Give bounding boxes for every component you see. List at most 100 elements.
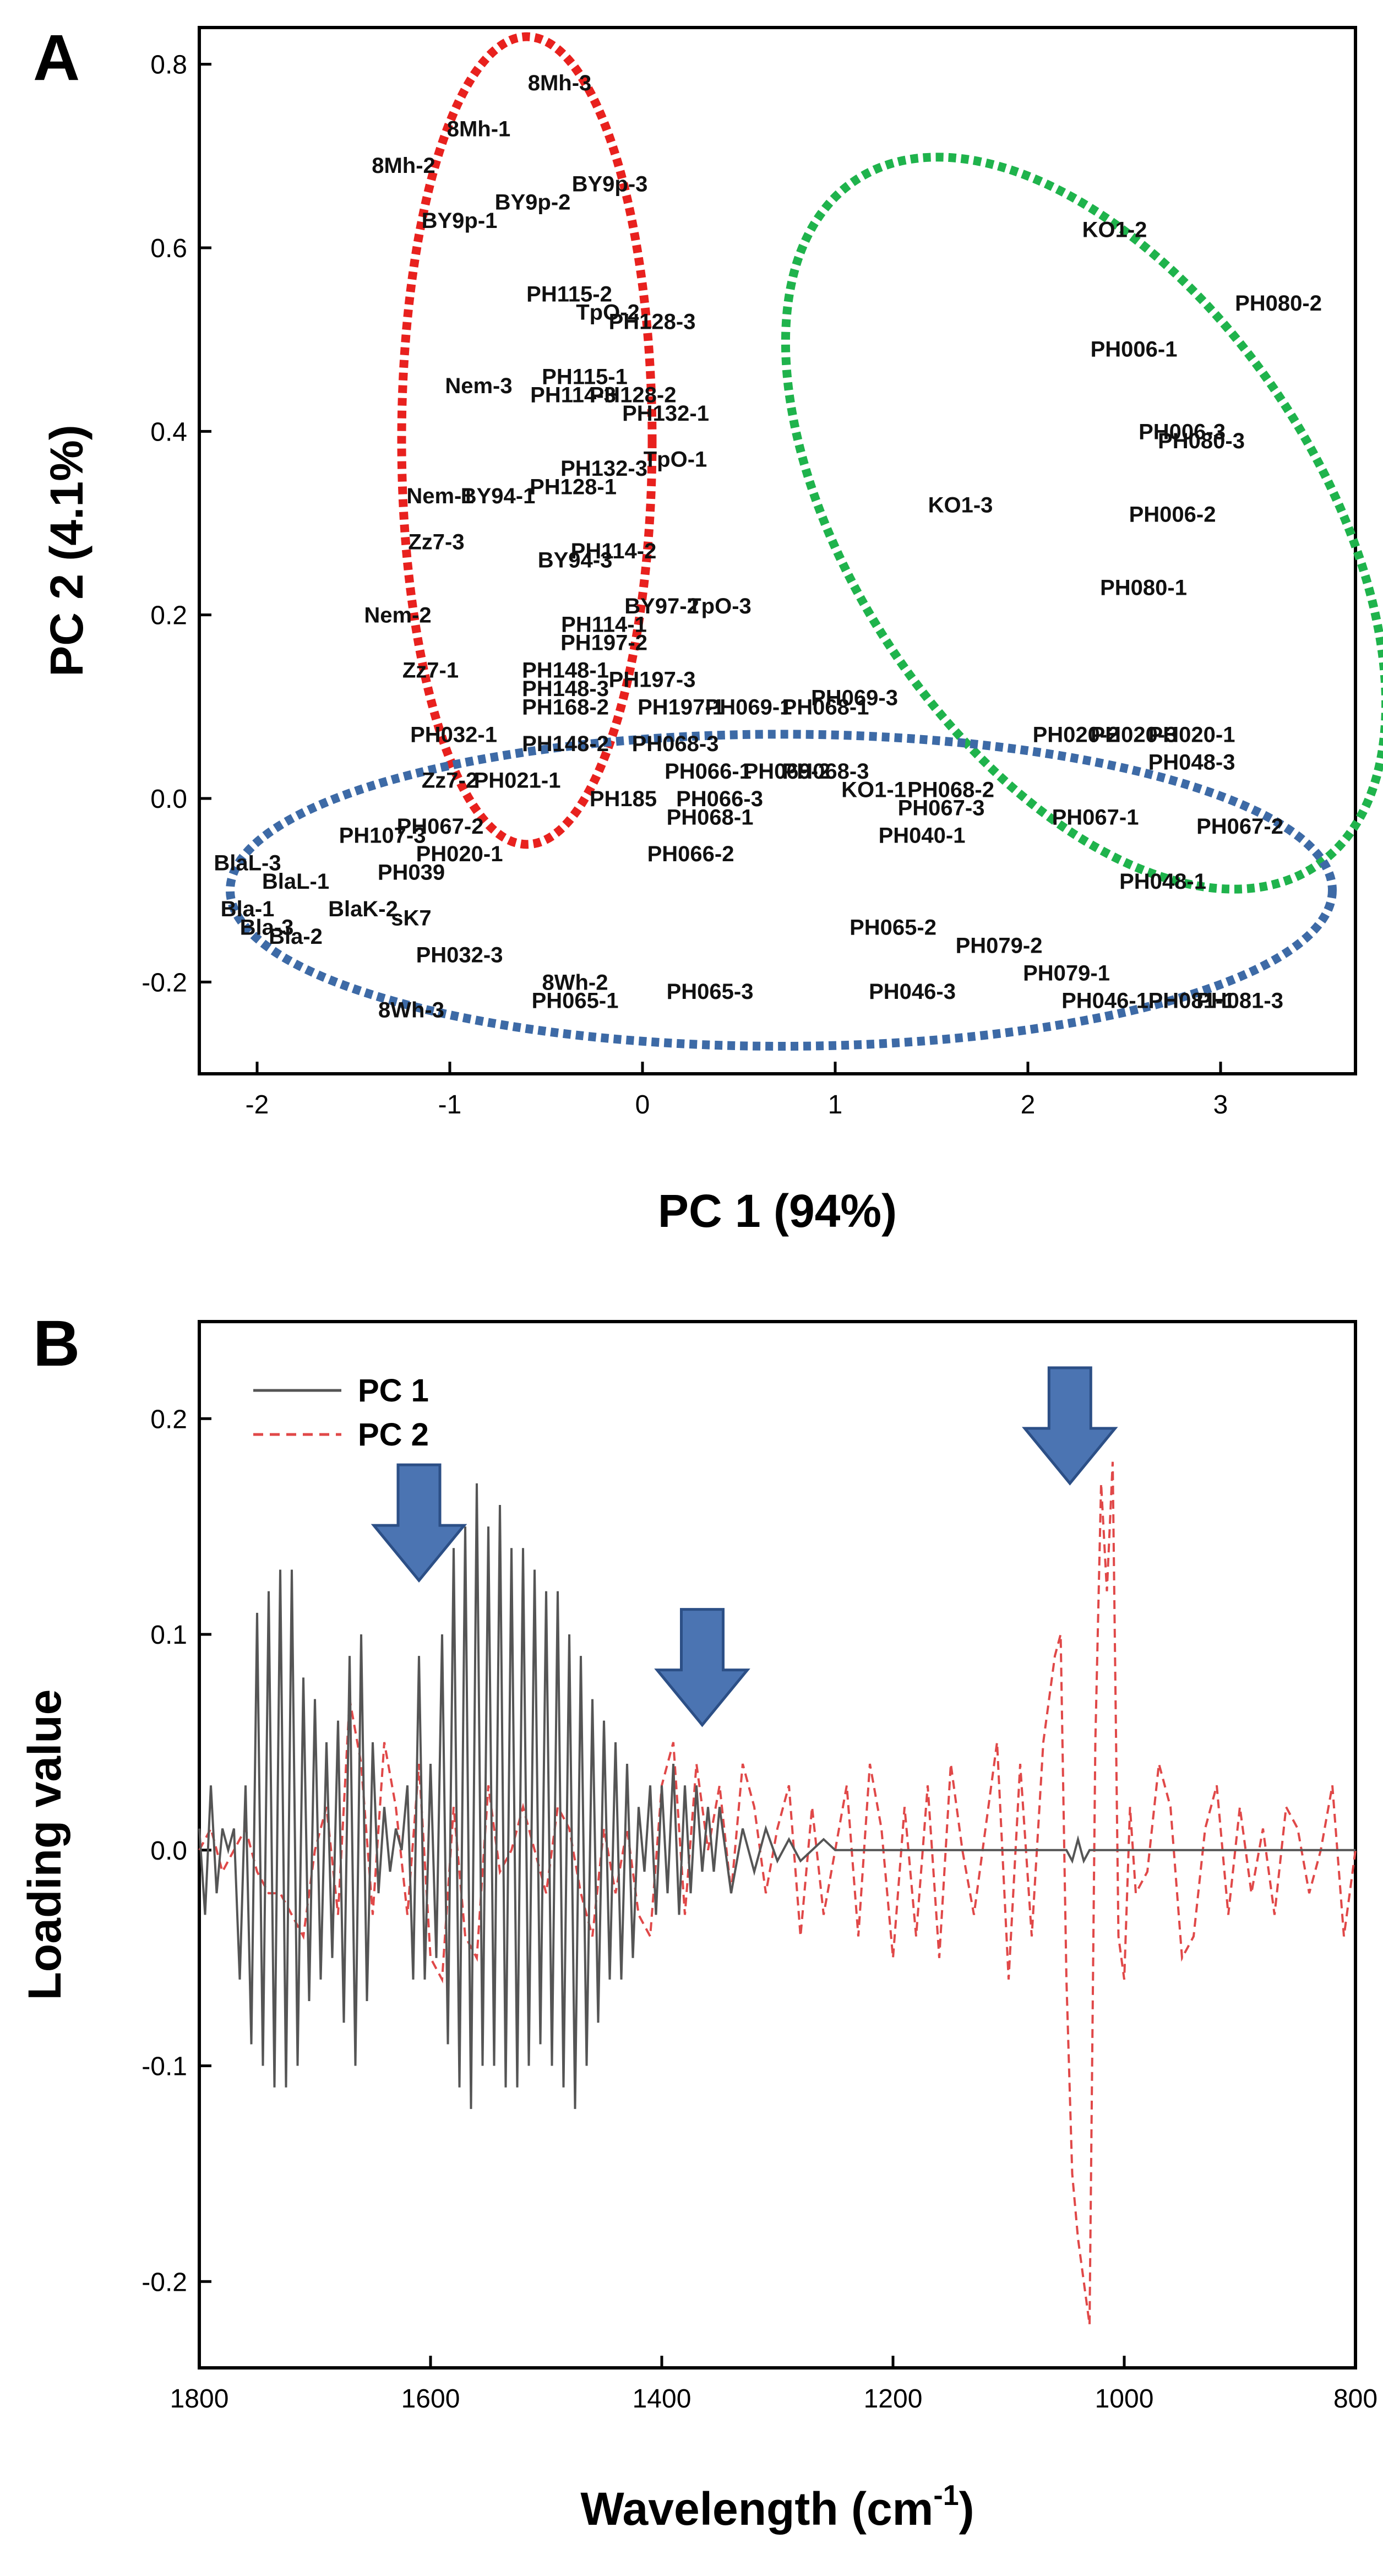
y-tick-label: 0.1: [150, 1621, 187, 1650]
sample-point-label: PH067-2: [1196, 814, 1283, 839]
cluster-ellipse-red: [397, 32, 657, 849]
plot-b-y-axis-title: Loading value: [19, 1689, 70, 2001]
plot-a-ticks: -2 -1 0 1 2 3 -0.2 0.0 0.2 0.4 0.6 0.8: [141, 51, 1228, 1119]
sample-point-label: BY9p-2: [495, 191, 571, 215]
sample-point-label: 8Wh-3: [378, 998, 444, 1022]
plot-b-arrows: [371, 1366, 1118, 1727]
sample-point-label: TpO-1: [644, 447, 707, 471]
sample-point-label: PH197-3: [609, 667, 696, 692]
sample-point-label: TpO-2: [576, 301, 640, 325]
cluster-ellipse-blue: [226, 730, 1337, 1051]
sample-point-label: sK7: [391, 906, 431, 931]
sample-point-label: PH114-2: [571, 539, 657, 563]
sample-point-label: Zz7-2: [422, 769, 478, 793]
sample-point-label: PH079-2: [956, 934, 1043, 958]
plot-b-ticks: 1800 1600 1400 1200 1000 800 -0.2 -0.1 0.0 0.1 0.2: [141, 1405, 1377, 2414]
x-tick-label: 1000: [1095, 2384, 1154, 2414]
sample-point-label: PH080-3: [1158, 429, 1245, 453]
sample-point-label: BlaK-2: [328, 897, 398, 921]
panel-a-letter: A: [33, 21, 80, 94]
sample-point-label: PH197-1: [638, 695, 725, 719]
x-tick-label: 1800: [170, 2384, 229, 2414]
sample-point-label: BY9p-1: [422, 209, 498, 233]
x-tick-label: 800: [1333, 2384, 1377, 2414]
sample-point-label: Nem-3: [445, 374, 512, 398]
x-tick-label: -2: [246, 1090, 269, 1119]
sample-point-label: PH069-2: [744, 759, 831, 784]
sample-point-label: PH066-1: [665, 759, 752, 784]
y-tick-label: -0.2: [141, 968, 187, 997]
x-tick-label: 1600: [401, 2384, 460, 2414]
sample-point-label: PH068-1: [667, 805, 754, 829]
sample-point-label: PH032-3: [416, 943, 503, 967]
down-arrow-icon: [1022, 1366, 1118, 1486]
sample-point-label: Zz7-1: [402, 659, 459, 683]
sample-point-label: PH197-2: [560, 631, 647, 655]
sample-point-label: PH066-3: [676, 787, 763, 811]
sample-point-label: 8Mh-3: [528, 71, 592, 95]
sample-point-label: PH115-2: [526, 282, 612, 306]
sample-point-label: PH067-3: [898, 796, 985, 820]
sample-point-label: BlaL-1: [262, 869, 329, 894]
sample-point-label: PH079-1: [1023, 961, 1110, 986]
plot-b-series: [198, 1461, 1357, 2325]
sample-point-label: PH006-3: [1139, 420, 1226, 444]
loading-plot: 1800 1600 1400 1200 1000 800 -0.2 -0.1 0.0 0.1 0.2…: [19, 1320, 1377, 2535]
sample-point-label: 8Mh-1: [447, 117, 511, 141]
panel-b-letter: B: [33, 1307, 80, 1380]
sample-point-label: 8Wh-2: [542, 970, 608, 994]
sample-point-label: PH032-1: [410, 722, 497, 747]
x-tick-label: 0: [635, 1090, 650, 1119]
y-tick-label: 0.6: [150, 234, 187, 263]
cluster-ellipse-green: [781, 153, 1383, 894]
sample-point-label: PH020-1: [1148, 722, 1235, 747]
plot-a-y-axis-title: PC 2 (4.1%): [41, 425, 92, 677]
sample-point-label: PH068-1: [782, 695, 869, 719]
sample-point-label: PH040-1: [879, 824, 966, 848]
sample-point-label: PH107-3: [339, 824, 426, 848]
sample-point-label: PH068-2: [907, 778, 994, 802]
legend-pc2-label: PC 2: [358, 1417, 429, 1453]
legend: PC 1 PC 2: [253, 1373, 429, 1453]
sample-point-label: Bla-1: [221, 897, 275, 921]
legend-pc1-label: PC 1: [358, 1373, 429, 1409]
sample-point-label: PH132-3: [560, 456, 647, 481]
plot-b-frame: [198, 1320, 1357, 2370]
plot-a-x-axis-title: PC 1 (94%): [658, 1185, 897, 1237]
sample-point-label: PH067-2: [397, 814, 484, 839]
sample-point-label: PH065-1: [532, 989, 619, 1013]
sample-point-label: PH068-3: [782, 759, 869, 784]
sample-point-label: Bla-3: [240, 915, 294, 939]
sample-point-label: PH080-1: [1100, 576, 1187, 600]
sample-point-label: PH065-2: [850, 915, 936, 939]
x-tick-label: -1: [438, 1090, 462, 1119]
sample-point-label: PH039: [378, 860, 445, 884]
sample-point-label: PH080-2: [1235, 291, 1322, 316]
sample-point-label: BY9p-3: [572, 172, 648, 196]
sample-point-label: BY94-1: [461, 484, 536, 508]
y-tick-label: 0.0: [150, 785, 187, 814]
sample-point-label: TpO-3: [688, 594, 752, 618]
sample-point-label: PH066-2: [647, 842, 734, 866]
sample-point-label: Zz7-3: [408, 530, 464, 554]
sample-point-label: PH114-1: [561, 612, 647, 637]
y-tick-label: 0.4: [150, 417, 187, 447]
sample-point-label: PH006-1: [1091, 337, 1178, 361]
sample-point-label: PH048-3: [1148, 750, 1235, 774]
plot-b-x-axis-title: Wavelength (cm-1): [580, 2480, 974, 2535]
x-tick-label: 1200: [864, 2384, 923, 2414]
sample-point-label: KO1-2: [1082, 218, 1147, 242]
sample-point-label: PH020-3: [1091, 722, 1178, 747]
x-tick-label: 2: [1021, 1090, 1036, 1119]
sample-point-label: KO1-3: [928, 493, 993, 518]
sample-point-label: PH168-2: [522, 695, 609, 719]
y-tick-label: 0.2: [150, 601, 187, 631]
pca-scores-plot: -2 -1 0 1 2 3-0.20.00.20.40.60.8 8Mh-38Mh-18M…: [41, 26, 1383, 1237]
sample-point-label: PH081-3: [1196, 989, 1283, 1013]
sample-point-label: Nem-2: [364, 604, 431, 628]
sample-point-label: PH068-3: [632, 732, 719, 756]
x-tick-label: 3: [1213, 1090, 1228, 1119]
sample-point-label: PH065-3: [667, 980, 754, 1004]
sample-point-label: PH069-3: [811, 686, 898, 710]
